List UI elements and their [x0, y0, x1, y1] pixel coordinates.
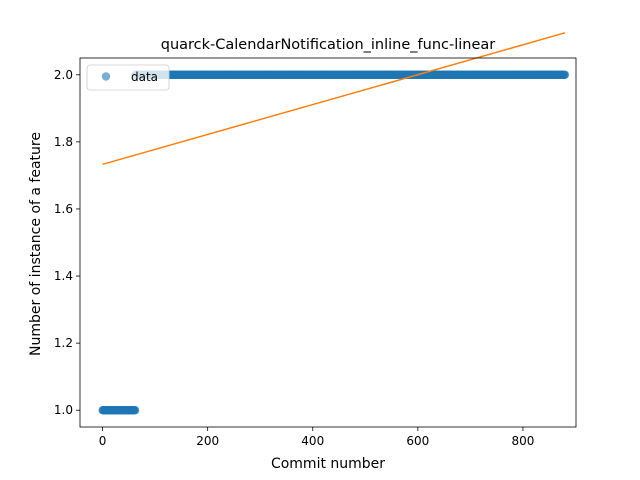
fit-line — [102, 32, 566, 166]
x-tick-label: 400 — [301, 434, 324, 448]
legend-box — [86, 64, 170, 91]
x-tick-label: 0 — [99, 434, 107, 448]
y-tick-label: 1.6 — [54, 202, 73, 216]
axes: 0 200 400 600 800 1.0 1.2 1.4 1.6 1.8 2.0 — [54, 57, 577, 448]
y-tick-label: 1.2 — [54, 336, 73, 350]
x-axis-label: Commit number — [271, 456, 385, 472]
data-point — [560, 70, 570, 79]
legend: data — [86, 64, 170, 91]
x-tick-label: 800 — [511, 434, 534, 448]
legend-marker — [101, 72, 111, 81]
y-tick-label: 1.4 — [54, 269, 73, 283]
y-tick-label: 2.0 — [54, 68, 73, 82]
axes-frame — [79, 57, 577, 428]
x-tick-label: 200 — [196, 434, 219, 448]
data-point — [130, 406, 140, 415]
y-tick-label: 1.0 — [54, 403, 73, 417]
y-axis-label: Number of instance of a feature — [28, 132, 44, 356]
legend-label: data — [131, 70, 158, 84]
x-tick-label: 600 — [406, 434, 429, 448]
y-tick-label: 1.8 — [54, 135, 73, 149]
chart-title: quarck-CalendarNotification_inline_func-… — [161, 37, 496, 53]
